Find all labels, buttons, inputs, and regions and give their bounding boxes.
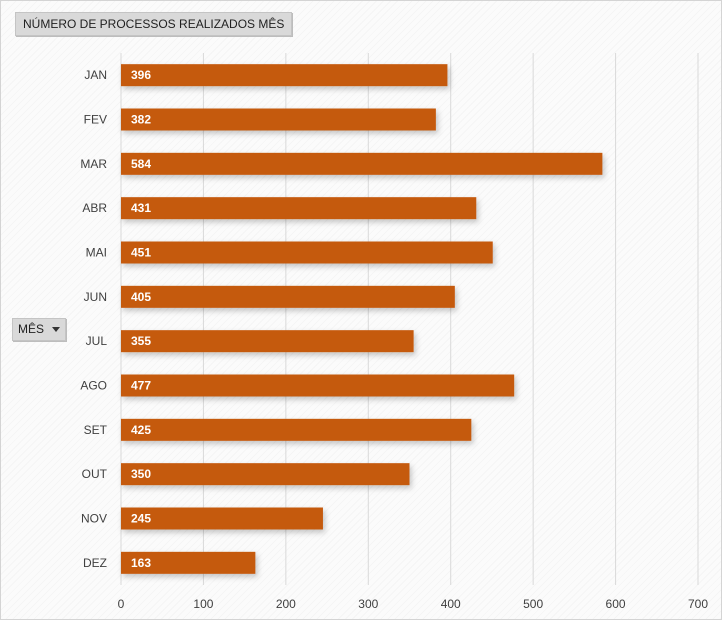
bar-abr [121, 197, 477, 220]
x-tick-label-300: 300 [358, 597, 378, 611]
bar-mai [121, 241, 493, 264]
x-tick-label-600: 600 [606, 597, 626, 611]
data-label-jul: 355 [131, 334, 151, 348]
data-labels: 396 382 584 431 451 405 355 477 425 350 245 163 [131, 68, 151, 570]
dropdown-arrow-icon [52, 327, 60, 332]
data-label-mar: 584 [131, 157, 151, 171]
bar-jul [121, 330, 414, 353]
bar-set [121, 418, 472, 441]
category-label-dez: DEZ [83, 556, 107, 570]
category-label-jan: JAN [84, 68, 107, 82]
data-label-ago: 477 [131, 379, 151, 393]
month-field-filter-button[interactable]: MÊS [12, 318, 66, 341]
data-label-dez: 163 [131, 556, 151, 570]
x-tick-label-200: 200 [276, 597, 296, 611]
category-label-abr: ABR [82, 201, 107, 215]
category-label-jun: JUN [84, 290, 107, 304]
x-tick-label-0: 0 [118, 597, 125, 611]
bar-mar [121, 152, 603, 175]
bar-jun [121, 285, 455, 308]
category-label-set: SET [84, 423, 108, 437]
chart-title: NÚMERO DE PROCESSOS REALIZADOS MÊS [15, 12, 293, 36]
data-label-set: 425 [131, 423, 151, 437]
bars [121, 64, 603, 574]
month-field-label: MÊS [18, 322, 45, 336]
category-label-mai: MAI [86, 246, 107, 260]
bar-nov [121, 507, 323, 530]
x-tick-label-500: 500 [523, 597, 543, 611]
gridlines [120, 53, 699, 585]
data-label-nov: 245 [131, 512, 151, 526]
category-label-nov: NOV [81, 512, 107, 526]
bar-out [121, 463, 410, 486]
data-label-jun: 405 [131, 290, 151, 304]
bar-jan [121, 64, 448, 87]
data-label-out: 350 [131, 467, 151, 481]
x-axis-tick-labels: 0 100 200 300 400 500 600 700 [118, 597, 709, 611]
data-label-jan: 396 [131, 68, 151, 82]
bar-fev [121, 108, 436, 131]
category-label-jul: JUL [86, 334, 108, 348]
x-tick-label-400: 400 [441, 597, 461, 611]
x-tick-label-700: 700 [688, 597, 708, 611]
category-label-fev: FEV [84, 113, 107, 127]
bar-dez [121, 551, 256, 574]
category-label-out: OUT [82, 467, 108, 481]
data-label-abr: 431 [131, 201, 151, 215]
data-label-fev: 382 [131, 113, 151, 127]
bar-ago [121, 374, 515, 397]
category-label-ago: AGO [80, 379, 107, 393]
data-label-mai: 451 [131, 246, 151, 260]
x-tick-label-100: 100 [193, 597, 213, 611]
category-label-mar: MAR [80, 157, 107, 171]
category-labels: JAN FEV MAR ABR MAI JUN JUL AGO SET OUT NOV DEZ [80, 68, 107, 570]
